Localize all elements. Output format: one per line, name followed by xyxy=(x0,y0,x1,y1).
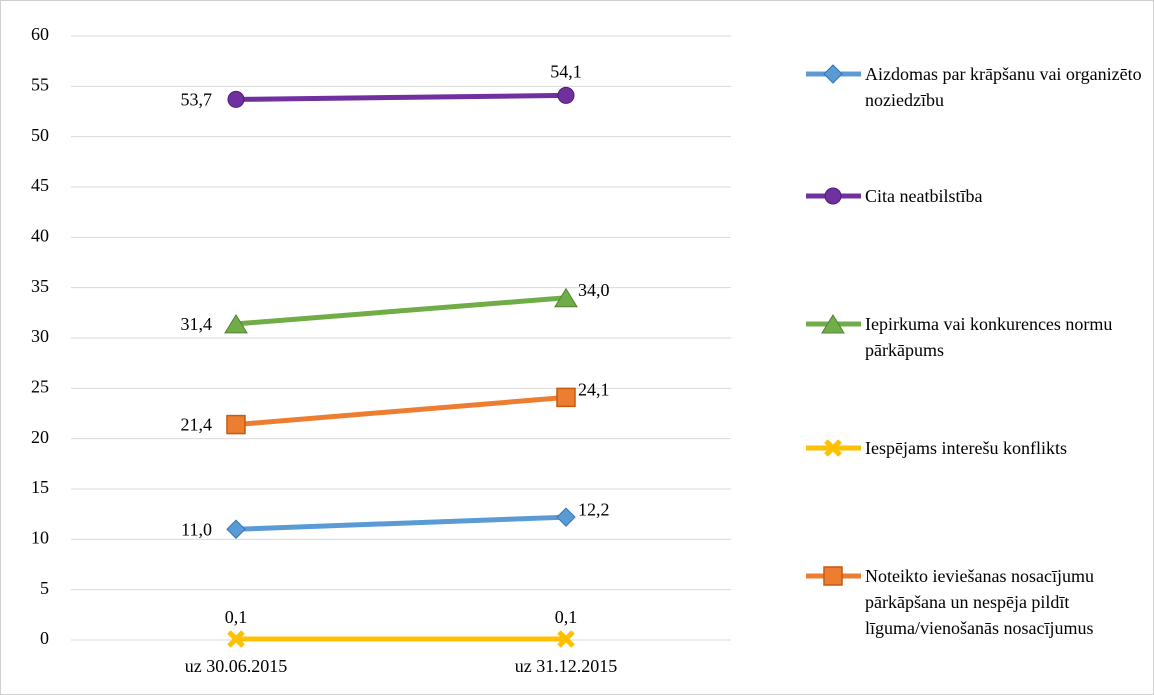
marker xyxy=(824,439,842,457)
data-label: 0,1 xyxy=(225,607,248,627)
y-tick-label: 20 xyxy=(31,427,49,447)
x-tick-label: uz 31.12.2015 xyxy=(515,656,618,676)
marker xyxy=(224,313,248,334)
marker xyxy=(226,519,246,539)
marker xyxy=(554,287,578,308)
marker xyxy=(823,566,843,586)
data-label: 34,0 xyxy=(578,280,610,300)
legend-swatch xyxy=(806,439,861,457)
legend-label: Aizdomas par krāpšanu vai organizēto noz… xyxy=(865,64,1142,110)
legend-label: Iepirkuma vai konkurences normu pārkāpum… xyxy=(865,314,1113,360)
legend-swatch xyxy=(806,187,861,205)
marker xyxy=(556,387,576,408)
marker xyxy=(226,414,246,435)
legend-swatch xyxy=(806,314,861,334)
data-label: 31,4 xyxy=(181,314,213,334)
y-tick-label: 10 xyxy=(31,527,49,547)
marker xyxy=(824,187,842,205)
legend-item: Aizdomas par krāpšanu vai organizēto noz… xyxy=(801,61,1151,113)
y-tick-label: 40 xyxy=(31,225,49,245)
series-line xyxy=(235,514,567,532)
data-label: 24,1 xyxy=(578,380,610,400)
y-tick-label: 50 xyxy=(31,125,49,145)
marker xyxy=(823,64,843,84)
legend-swatch xyxy=(806,64,861,84)
y-tick-label: 60 xyxy=(31,24,49,44)
data-label: 0,1 xyxy=(555,607,578,627)
legend-swatch xyxy=(806,566,861,586)
y-tick-label: 25 xyxy=(31,376,49,396)
marker xyxy=(557,630,575,648)
data-label: 12,2 xyxy=(578,499,610,519)
y-tick-label: 35 xyxy=(31,276,49,296)
marker xyxy=(556,507,576,527)
marker xyxy=(227,90,245,108)
marker xyxy=(821,314,845,334)
series-line xyxy=(235,92,567,102)
data-label: 53,7 xyxy=(181,90,213,110)
plot-area: 0 5 10 15 20 25 30 35 40 45 50 55 60 uz 30.06.2015 uz … xyxy=(31,24,731,676)
marker xyxy=(227,630,245,648)
legend-item: Iespējams interešu konflikts xyxy=(801,435,1151,461)
legend-label: Noteikto ieviešanas nosacījumu pārkāpšan… xyxy=(865,566,1094,638)
x-tick-label: uz 30.06.2015 xyxy=(185,656,288,676)
y-tick-label: 30 xyxy=(31,326,49,346)
y-tick-label: 45 xyxy=(31,175,49,195)
series-line xyxy=(235,295,567,327)
y-tick-label: 0 xyxy=(40,628,49,648)
marker xyxy=(557,86,575,104)
legend-label: Iespējams interešu konflikts xyxy=(865,438,1067,458)
legend-label: Cita neatbilstība xyxy=(865,186,983,206)
data-label: 11,0 xyxy=(181,519,212,539)
y-tick-label: 55 xyxy=(31,74,49,94)
data-label: 54,1 xyxy=(550,62,582,82)
series-line xyxy=(235,394,567,428)
legend-item: Iepirkuma vai konkurences normu pārkāpum… xyxy=(801,311,1151,363)
legend-item: Noteikto ieviešanas nosacījumu pārkāpšan… xyxy=(801,563,1151,641)
y-tick-label: 5 xyxy=(40,578,49,598)
data-label: 21,4 xyxy=(181,415,213,435)
legend-item: Cita neatbilstība xyxy=(801,183,1151,209)
y-tick-label: 15 xyxy=(31,477,49,497)
